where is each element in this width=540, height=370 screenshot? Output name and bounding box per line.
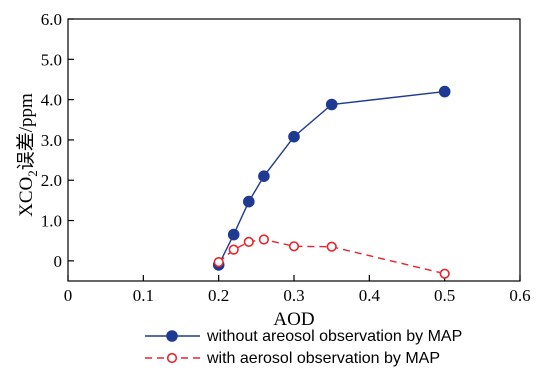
y-tick-label: 2.0 — [41, 171, 62, 190]
series-2-point — [243, 236, 254, 247]
legend-marker — [166, 330, 178, 342]
series-2-point — [258, 234, 270, 245]
y-tick-label: 4.0 — [41, 91, 62, 110]
legend-label: without areosol observation by MAP — [206, 328, 462, 345]
x-tick-label: 0.1 — [133, 286, 154, 305]
series-1-point — [258, 170, 270, 182]
y-axis-label-main: XCO — [16, 177, 37, 217]
series-1-point — [288, 130, 300, 143]
y-tick-label: 1.0 — [41, 212, 62, 231]
series-1-point — [227, 228, 240, 241]
series-1-point — [438, 85, 451, 98]
series-2 — [213, 234, 450, 279]
series-2-point — [228, 244, 239, 255]
x-tick-label: 0.3 — [283, 286, 304, 305]
x-axis-label: AOD — [273, 309, 314, 330]
y-axis-label-rest: 误差/ppm — [15, 93, 37, 170]
series-1-point — [325, 98, 338, 111]
legend-marker — [166, 352, 178, 364]
y-axis-label: XCO2误差/ppm — [15, 93, 40, 217]
series-2-point — [213, 257, 224, 268]
series-2-point — [439, 268, 450, 279]
series-2-point — [288, 241, 300, 252]
x-tick-label: 0.5 — [434, 286, 455, 305]
x-tick-label: 0.4 — [359, 286, 381, 305]
legend: without areosol observation by MAP with a… — [145, 328, 462, 367]
y-tick-label: 6.0 — [41, 10, 62, 29]
series-2-point — [326, 241, 337, 252]
y-tick-label: 3.0 — [41, 131, 62, 150]
y-axis-label-subscript: 2 — [25, 170, 40, 177]
x-tick-label: 0 — [64, 286, 73, 305]
y-tick-label: 5.0 — [41, 50, 62, 69]
x-tick-label: 0.6 — [509, 286, 530, 305]
series-1-point — [243, 195, 255, 208]
legend-label: with aerosol observation by MAP — [206, 350, 440, 367]
x-tick-label: 0.2 — [208, 286, 229, 305]
y-tick-label: 0 — [54, 252, 63, 271]
